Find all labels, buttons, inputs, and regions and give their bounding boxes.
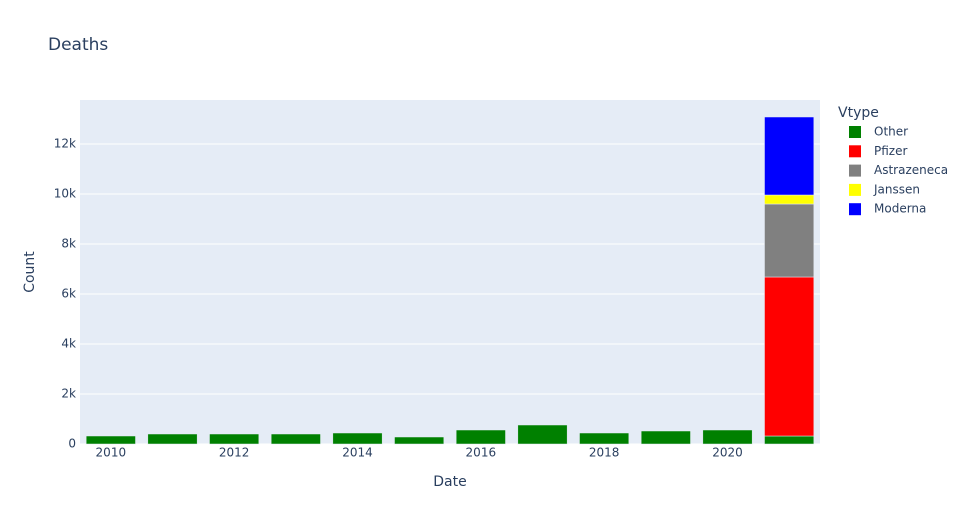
x-tick-label: 2010 <box>96 446 127 460</box>
legend-swatch[interactable] <box>849 164 861 177</box>
bar <box>764 194 815 205</box>
bar <box>517 424 568 445</box>
y-tick-label: 6k <box>61 287 76 301</box>
legend-label[interactable]: Moderna <box>874 202 926 216</box>
bar <box>764 435 815 445</box>
bar <box>147 433 198 445</box>
bar <box>764 203 815 278</box>
y-tick-label: 12k <box>54 137 76 151</box>
x-tick-label: 2020 <box>712 446 743 460</box>
x-tick-label: 2018 <box>589 446 620 460</box>
y-tick-label: 4k <box>61 337 76 351</box>
bar <box>332 432 383 445</box>
legend-swatch[interactable] <box>849 145 861 158</box>
y-axis-title: Count <box>22 251 38 293</box>
chart-title: Deaths <box>48 35 108 55</box>
bar <box>579 432 630 445</box>
x-tick-label: 2016 <box>466 446 497 460</box>
bar <box>270 433 321 445</box>
legend-title: Vtype <box>838 105 879 121</box>
x-tick-label: 2012 <box>219 446 250 460</box>
legend-swatch[interactable] <box>849 203 861 216</box>
y-tick-label: 2k <box>61 387 76 401</box>
bar <box>209 433 260 445</box>
bar <box>394 436 445 445</box>
x-axis-title: Date <box>433 474 466 490</box>
plot-area <box>80 100 820 444</box>
legend-label[interactable]: Pfizer <box>874 144 907 158</box>
legend-label[interactable]: Other <box>874 125 908 139</box>
bar <box>640 430 691 445</box>
bar <box>702 429 753 445</box>
y-tick-label: 10k <box>54 187 76 201</box>
y-tick-label: 8k <box>61 237 76 251</box>
bar <box>85 435 136 445</box>
bar <box>455 429 506 445</box>
legend-swatch[interactable] <box>849 183 861 196</box>
x-tick-label: 2014 <box>342 446 373 460</box>
legend-swatch[interactable] <box>849 126 861 138</box>
legend-label[interactable]: Astrazeneca <box>874 163 948 177</box>
legend-label[interactable]: Janssen <box>873 182 920 196</box>
y-tick-label: 0 <box>68 437 76 451</box>
bar <box>764 116 815 196</box>
bar <box>764 276 815 437</box>
